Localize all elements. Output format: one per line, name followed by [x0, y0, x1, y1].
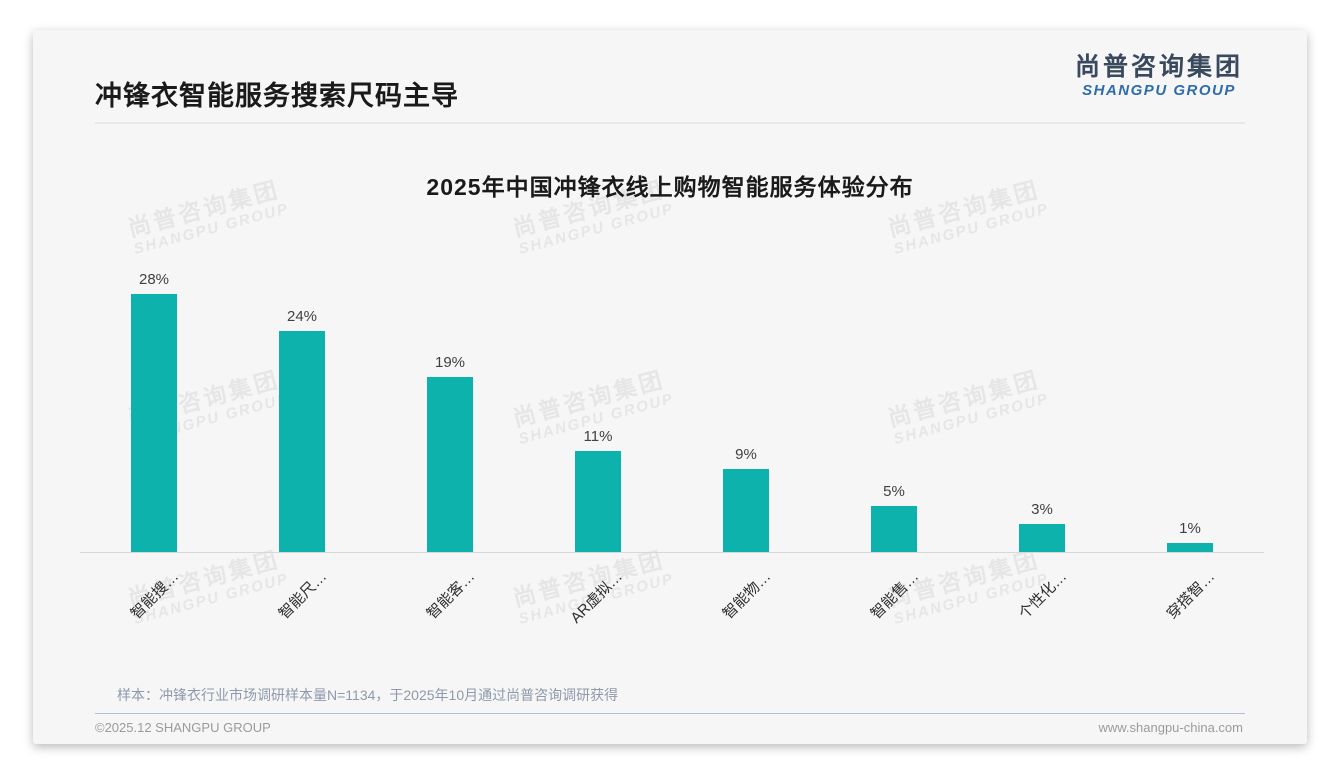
bar-column: 28% 智能搜… — [80, 262, 228, 622]
logo-english-text: SHANGPU GROUP — [1082, 81, 1236, 99]
footer-divider — [95, 713, 1245, 714]
bar[interactable] — [131, 294, 177, 552]
bar[interactable] — [871, 506, 917, 552]
logo-chinese-text: 尚普咨询集团 — [1074, 53, 1243, 81]
x-axis-line — [80, 552, 1264, 553]
bar-column: 11% AR虚拟… — [524, 262, 672, 627]
bar-value-label: 28% — [138, 271, 170, 289]
sample-note: 样本：冲锋衣行业市场调研样本量N=1134，于2025年10月通过尚普咨询调研获… — [117, 687, 619, 703]
footer-copyright: ©2025.12 SHANGPU GROUP — [95, 720, 271, 735]
x-axis-label: 穿搭智… — [1163, 568, 1219, 623]
bar[interactable] — [1167, 542, 1213, 552]
bar[interactable] — [427, 377, 473, 552]
bar-value-label: 19% — [434, 354, 466, 372]
bar-value-label: 9% — [735, 446, 757, 464]
bar-column: 24% 智能尺… — [228, 262, 376, 622]
slide: 尚普咨询集团 SHANGPU GROUP 尚普咨询集团 SHANGPU GROUP 尚普… — [33, 30, 1307, 744]
title-divider — [95, 122, 1245, 124]
bar-column: 19% 智能客… — [376, 262, 524, 622]
bar-column: 5% 智能售… — [820, 262, 968, 623]
slide-content: 冲锋衣智能服务搜索尺码主导 尚普咨询集团 SHANGPU GROUP 2025年… — [33, 30, 1307, 744]
company-logo: 尚普咨询集团 SHANGPU GROUP — [1074, 53, 1243, 99]
bar[interactable] — [1019, 524, 1065, 552]
bar-value-label: 11% — [583, 427, 613, 445]
page-title: 冲锋衣智能服务搜索尺码主导 — [95, 81, 459, 111]
x-axis-label: 个性化… — [1015, 568, 1071, 623]
bar-value-label: 5% — [883, 483, 905, 500]
bar-column: 3% 个性化… — [968, 262, 1116, 622]
bar-value-label: 1% — [1179, 519, 1201, 537]
x-axis-label: 智能物… — [719, 568, 775, 623]
bar[interactable] — [723, 469, 769, 552]
x-axis-label: AR虚拟… — [567, 568, 627, 627]
chart-title: 2025年中国冲锋衣线上购物智能服务体验分布 — [426, 174, 914, 200]
footer-website: www.shangpu-china.com — [1098, 720, 1243, 735]
x-axis-label: 智能搜… — [127, 568, 183, 623]
bar[interactable] — [575, 450, 621, 552]
x-axis-label: 智能售… — [867, 568, 923, 623]
x-axis-label: 智能尺… — [275, 568, 331, 623]
bar-value-label: 3% — [1031, 501, 1053, 519]
bar-value-label: 24% — [286, 308, 318, 326]
bar-column: 1% 穿搭智… — [1116, 262, 1264, 623]
bar-chart-plot-area: 28% 智能搜… 24% 智能尺… 19% 智能客… 11% AR虚拟… 9% 智能物… 5% 智能售… — [80, 262, 1264, 627]
bar-column: 9% 智能物… — [672, 262, 820, 622]
x-axis-label: 智能客… — [423, 568, 479, 623]
bar[interactable] — [279, 331, 325, 552]
